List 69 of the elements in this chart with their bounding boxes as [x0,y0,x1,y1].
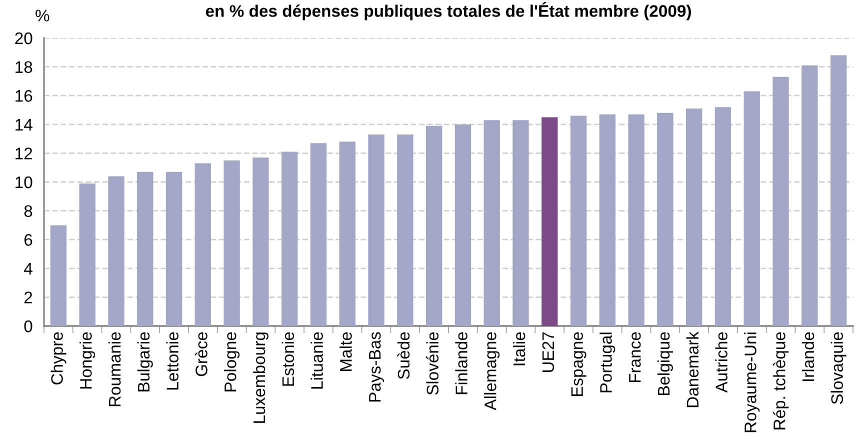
y-tick-label: 4 [24,262,32,274]
bar [224,160,240,326]
bar [628,114,644,326]
x-tick-label: France [629,332,641,382]
x-tick-label: Luxembourg [252,332,268,423]
y-tick-label: 12 [16,148,32,160]
x-tick-label: Rép. tchèque [772,332,789,430]
x-tick-label: Lituanie [310,332,323,389]
bar [339,142,356,326]
y-tick-label: 20 [15,32,32,44]
bar [772,76,789,326]
x-tick-label: Hongrie [80,332,96,389]
bar [50,225,67,326]
bar [802,65,818,326]
bar [368,134,384,326]
bar [599,114,616,326]
y-tick-label: 8 [24,205,32,218]
x-tick-label: Espagne [571,332,586,396]
bar [512,120,529,326]
x-tick-label: Malte [340,332,352,371]
x-tick-label: Bulgarie [137,332,153,392]
bar [108,176,124,326]
x-tick-label: Belgique [657,332,673,396]
bar [570,116,587,326]
x-tick-label: Pays-Bas [369,332,384,402]
bar [282,152,298,326]
bar [657,112,674,326]
y-tick-label: 16 [16,90,32,102]
bar [310,143,327,326]
bar [830,55,847,326]
x-tick-label: Estonie [282,332,294,386]
bar [397,134,414,326]
bar [137,172,154,326]
x-tick-label: Roumanie [108,332,121,406]
y-tick-label: 2 [24,292,32,304]
x-tick-label: UE27 [542,332,554,372]
x-tick-label: Royaume-Uni [744,332,760,432]
bar [454,124,472,326]
y-tick-label: 6 [24,234,32,246]
x-tick-label: Suède [397,332,410,379]
x-tick-label: Slovaquie [830,332,846,404]
bar [542,117,558,326]
x-tick-label: Danemark [686,332,699,408]
x-tick-label: Finlande [455,332,468,394]
bar [714,107,732,326]
bar [194,163,211,326]
x-tick-label: Lettonie [166,332,178,390]
x-tick-label: Irlande [802,332,814,381]
x-tick-label: Grèce [194,332,208,376]
y-tick-label: 10 [16,176,32,188]
bar [744,91,760,326]
bar [252,158,269,326]
x-tick-label: Portugal [600,332,616,392]
chart-title: en % des dépenses publiques totales de l'État membre (2009) [206,2,691,20]
bar [484,120,500,326]
bar [426,126,442,326]
bar [166,172,182,326]
y-tick-label: 14 [16,118,32,130]
x-tick-label: Slovénie [426,332,439,395]
bar [79,183,96,326]
bar [686,108,702,326]
x-tick-label: Allemagne [484,332,500,410]
y-tick-label: 0 [24,320,32,332]
x-tick-label: Pologne [224,332,240,392]
x-tick-label: Italie [512,332,526,366]
x-tick-label: Chypre [50,332,66,384]
x-tick-label: Autriche [715,332,728,393]
y-tick-label: 18 [16,61,32,74]
y-axis-title: % [36,10,50,22]
